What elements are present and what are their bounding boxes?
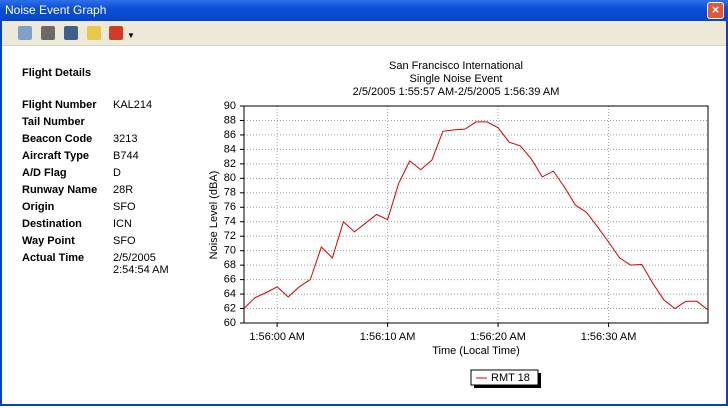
detail-row: A/D Flag D [22,167,183,184]
settings-button[interactable] [87,26,101,40]
y-tick-label: 84 [224,143,236,155]
chart-title: San Francisco International [389,60,523,72]
camera-button[interactable] [64,26,78,40]
x-tick-label: 1:56:10 AM [360,331,416,343]
detail-value: SFO [113,235,136,247]
detail-row: Way Point SFO [22,235,183,252]
window-title: Noise Event Graph [5,3,107,17]
legend-box [470,369,539,386]
y-tick-label: 64 [224,288,236,300]
detail-row: Beacon Code 3213 [22,133,183,150]
toolbar: ▼ [2,21,726,46]
y-tick-label: 88 [224,114,236,126]
title-bar: Noise Event Graph × [0,0,728,21]
flight-details: Flight Details Flight Number KAL214 Tail N… [22,67,183,276]
detail-label: Tail Number [22,116,85,128]
y-tick-label: 68 [224,259,236,271]
y-tick-label: 74 [224,216,236,228]
detail-row: Aircraft Type B744 [22,150,183,167]
detail-value: D [113,167,121,179]
detail-row: Origin SFO [22,201,183,218]
detail-row: Tail Number [22,116,183,133]
y-tick-label: 76 [224,201,236,213]
y-tick-label: 90 [224,100,236,112]
x-tick-label: 1:56:00 AM [249,331,305,343]
y-tick-label: 78 [224,187,236,199]
dropdown-arrow[interactable]: ▼ [127,31,135,40]
series-line [243,121,709,311]
detail-value: KAL214 [113,99,153,111]
detail-label: Flight Number [22,99,97,111]
details-heading: Flight Details [22,67,92,79]
detail-value: SFO [113,201,136,213]
detail-value: B744 [113,150,139,162]
delete-button[interactable] [109,26,123,40]
chart-subtitle: Single Noise Event [410,73,503,85]
x-tick-label: 1:56:30 AM [581,331,637,343]
y-tick-label: 80 [224,172,236,184]
detail-value: ICN [113,218,132,230]
chart-time-range: 2/5/2005 1:55:57 AM-2/5/2005 1:56:39 AM [353,86,560,98]
plot-frame [243,105,709,324]
detail-label: Destination [22,218,82,230]
detail-label: Origin [22,201,55,213]
detail-label: Runway Name [22,184,98,196]
detail-row: Flight Number KAL214 [22,99,183,116]
print-button[interactable] [41,26,55,40]
details-rows: Flight Number KAL214 Tail Number Beacon Cod… [22,99,183,276]
y-tick-label: 72 [224,230,236,242]
y-tick-label: 70 [224,245,236,257]
close-button[interactable]: × [707,2,724,19]
detail-label: Actual Time [22,252,85,264]
y-tick-label: 60 [224,317,236,329]
detail-row: Runway Name 28R [22,184,183,201]
detail-value: 28R [113,184,134,196]
detail-value: 2/5/2005 2:54:54 AM [113,252,169,276]
y-tick-label: 82 [224,158,236,170]
x-tick-label: 1:56:20 AM [470,331,526,343]
detail-label: Way Point [22,235,75,247]
y-tick-label: 86 [224,129,236,141]
y-axis-title: Noise Level (dBA) [208,171,220,260]
detail-label: A/D Flag [22,167,67,179]
detail-value: 3213 [113,133,138,145]
detail-row: Destination ICN [22,218,183,235]
y-tick-label: 66 [224,274,236,286]
detail-row: Actual Time 2/5/2005 2:54:54 AM [22,252,183,276]
x-axis-title: Time (Local Time) [432,345,520,357]
detail-label: Beacon Code [22,133,93,145]
copy-button[interactable] [18,26,32,40]
legend-label: RMT 18 [491,372,530,384]
detail-label: Aircraft Type [22,150,90,162]
y-tick-label: 62 [224,302,236,314]
